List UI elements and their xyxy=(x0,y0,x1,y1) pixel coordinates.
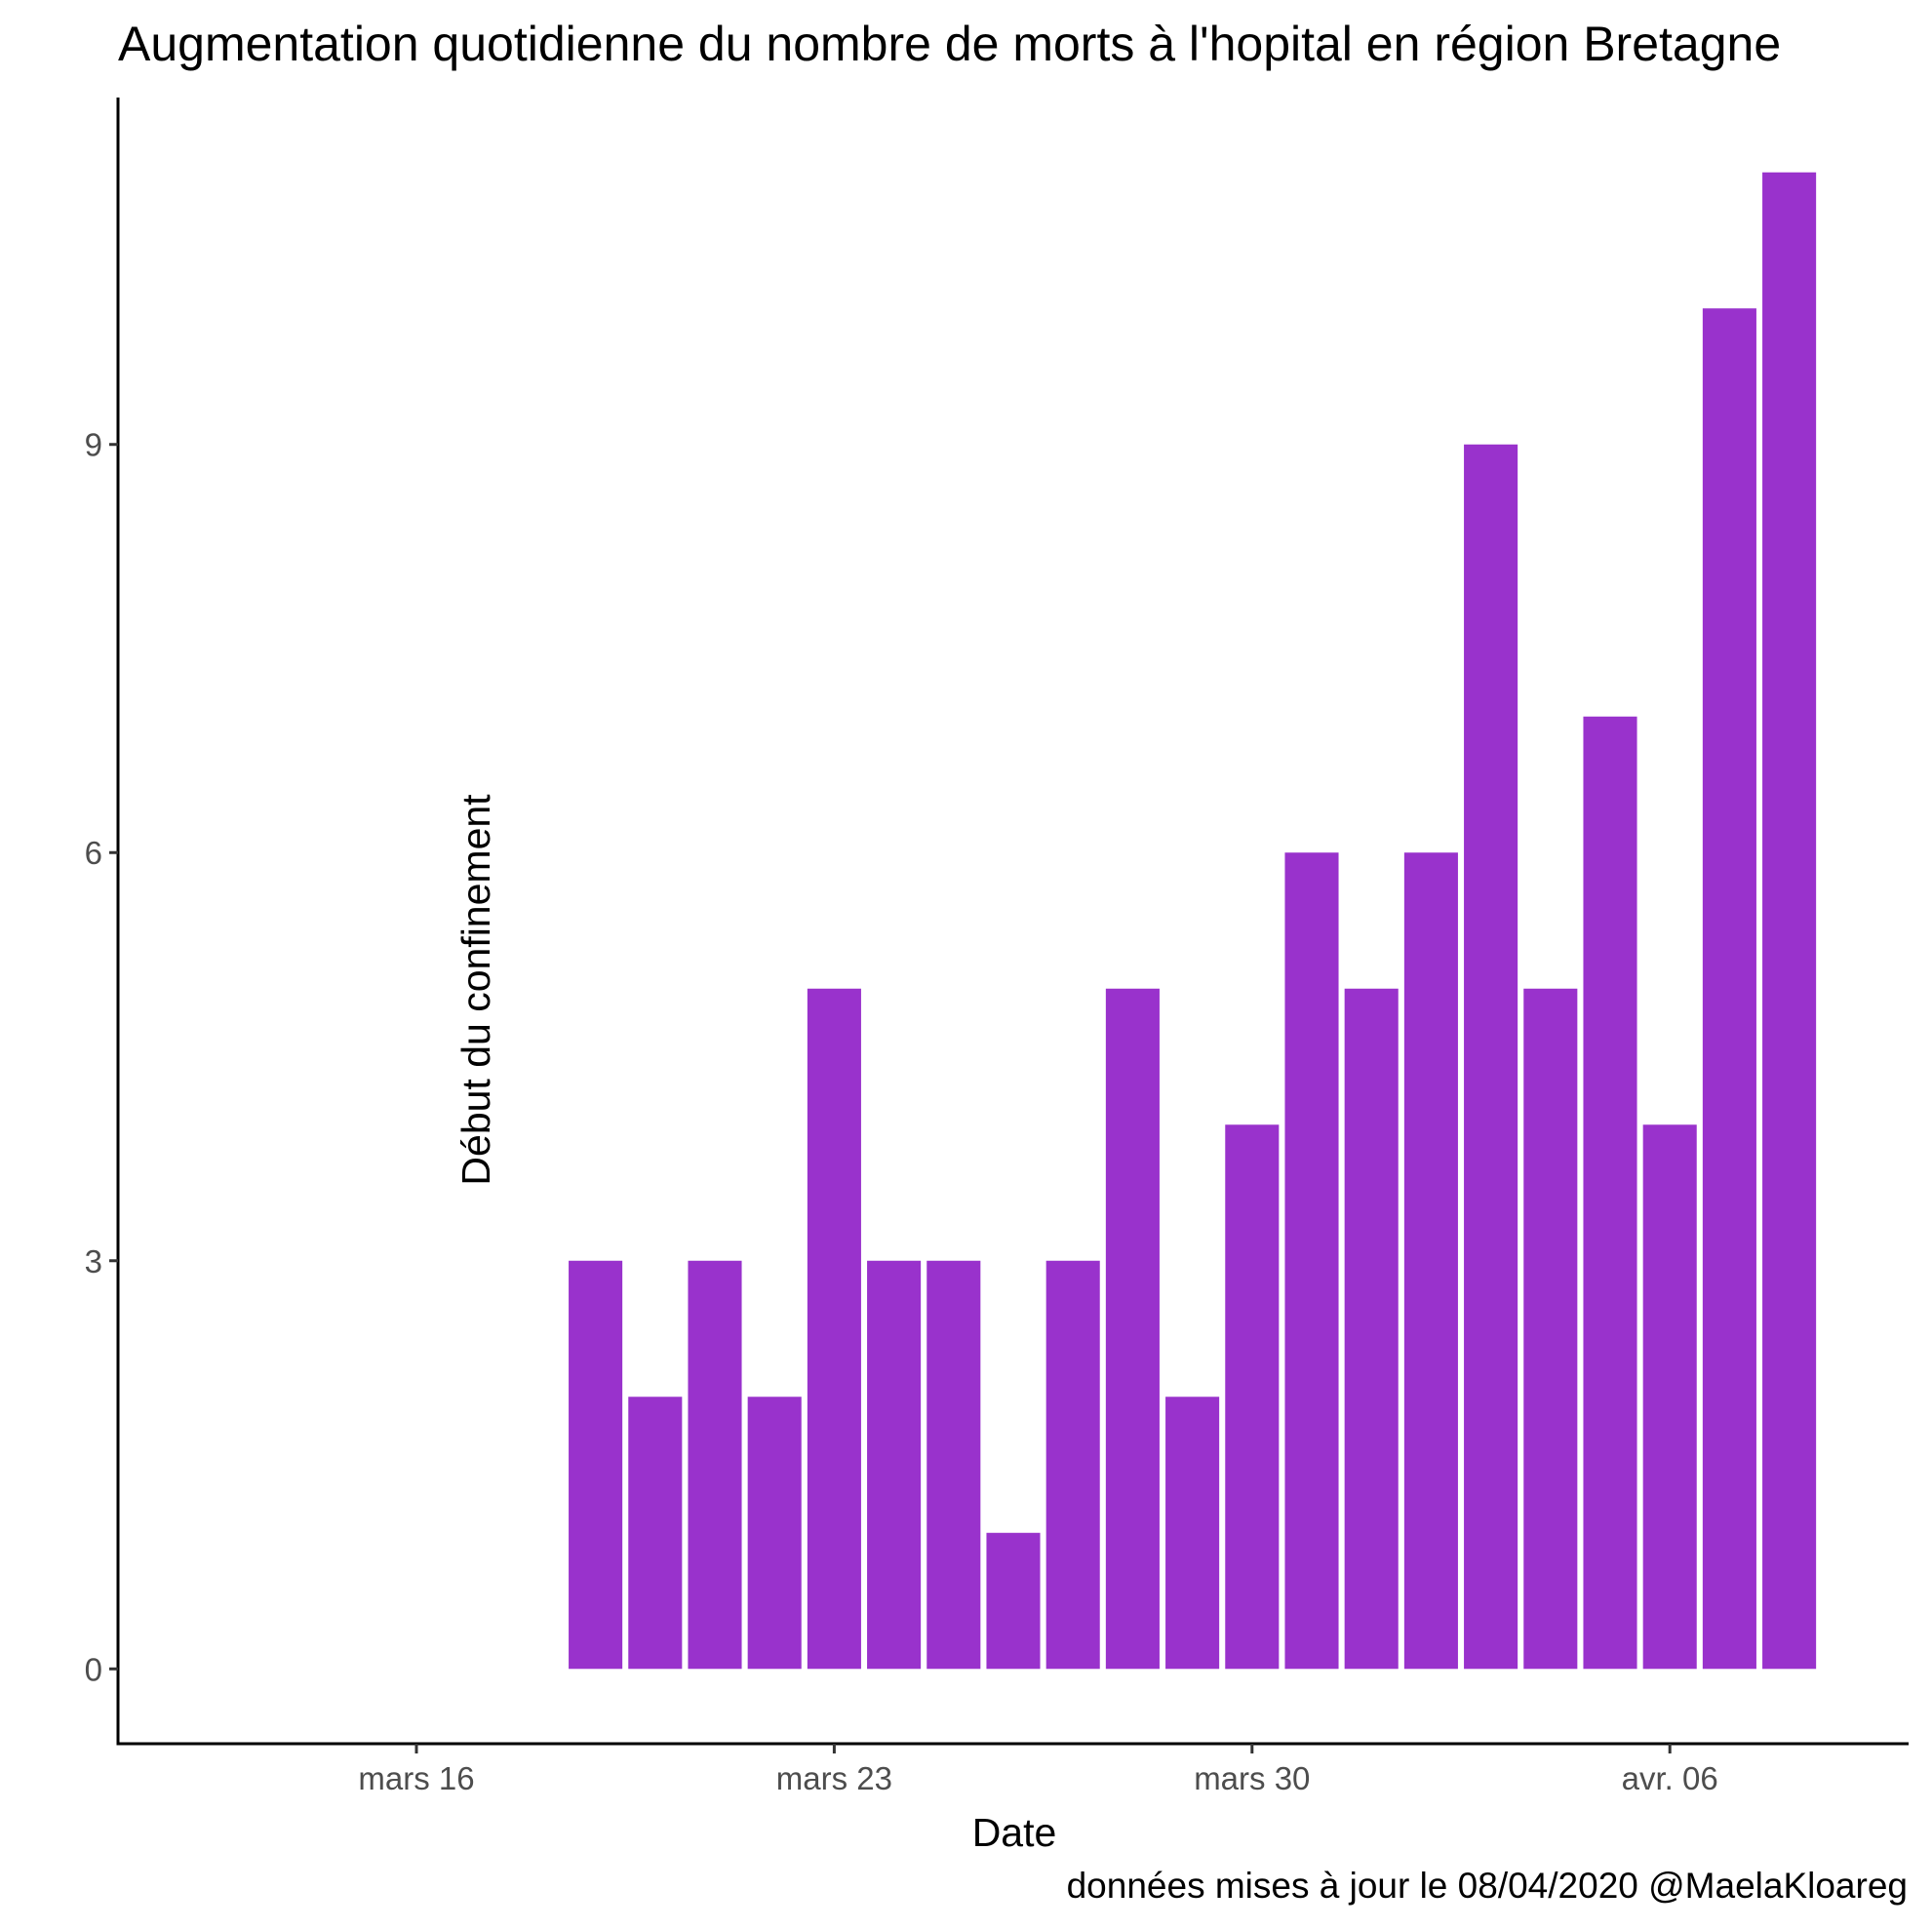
bar-2020-04-08 xyxy=(1762,172,1817,1670)
bar-2020-03-27 xyxy=(1045,1260,1100,1670)
bar-2020-04-06 xyxy=(1642,1124,1697,1670)
bar-2020-04-07 xyxy=(1702,308,1756,1670)
bar-2020-04-05 xyxy=(1583,716,1637,1670)
bar-2020-04-03 xyxy=(1464,444,1518,1670)
bar-2020-03-29 xyxy=(1165,1397,1220,1670)
bar-2020-04-02 xyxy=(1403,852,1458,1670)
y-tick-label-6: 6 xyxy=(85,835,102,871)
x-axis: mars 16 mars 23 mars 30 avr. 06 xyxy=(358,1744,1718,1796)
bar-2020-03-31 xyxy=(1284,852,1339,1670)
bar-2020-04-01 xyxy=(1344,988,1399,1670)
x-tick-label-2020-03-30: mars 30 xyxy=(1194,1760,1310,1796)
bar-2020-03-30 xyxy=(1225,1124,1280,1670)
y-tick-label-3: 3 xyxy=(85,1243,102,1279)
bar-2020-03-28 xyxy=(1105,988,1160,1670)
x-axis-title: Date xyxy=(972,1810,1057,1855)
x-tick-label-2020-04-06: avr. 06 xyxy=(1622,1760,1718,1796)
caption: données mises à jour le 08/04/2020 @Mael… xyxy=(1067,1866,1908,1906)
bar-2020-03-25 xyxy=(927,1260,981,1670)
annotation-debut-confinement: Début du confinement xyxy=(453,794,498,1186)
bars xyxy=(569,172,1817,1670)
bar-2020-03-21 xyxy=(688,1260,742,1670)
bar-2020-04-04 xyxy=(1523,988,1578,1670)
bar-2020-03-24 xyxy=(867,1260,922,1670)
bar-2020-03-26 xyxy=(986,1532,1041,1670)
y-axis: 0 3 6 9 xyxy=(85,427,118,1687)
x-tick-label-2020-03-16: mars 16 xyxy=(358,1760,474,1796)
bar-2020-03-22 xyxy=(747,1397,802,1670)
bar-2020-03-20 xyxy=(628,1397,683,1670)
y-tick-label-9: 9 xyxy=(85,427,102,463)
x-tick-label-2020-03-23: mars 23 xyxy=(776,1760,892,1796)
y-tick-label-0: 0 xyxy=(85,1651,102,1687)
bar-2020-03-19 xyxy=(569,1260,623,1670)
bar-2020-03-23 xyxy=(807,988,861,1670)
chart-title: Augmentation quotidienne du nombre de mo… xyxy=(118,17,1781,71)
